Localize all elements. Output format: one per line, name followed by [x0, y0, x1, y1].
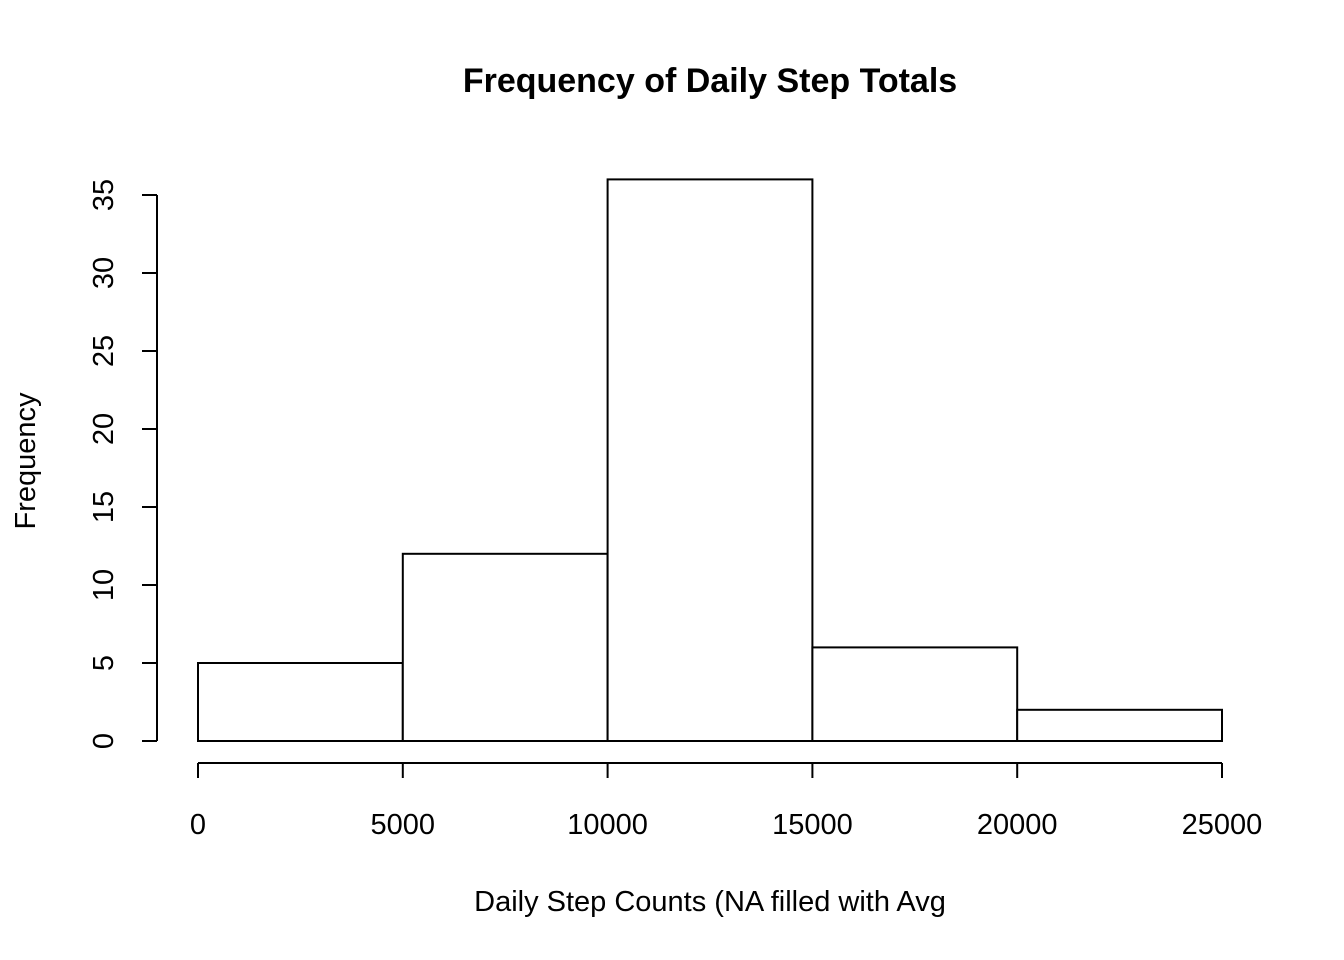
- x-tick-label: 25000: [1182, 809, 1263, 841]
- x-tick-label: 10000: [567, 809, 648, 841]
- chart-title: Frequency of Daily Step Totals: [463, 62, 957, 100]
- histogram-bar-4: [811, 646, 1019, 743]
- y-tick-label: 35: [88, 179, 120, 211]
- histogram-bars: [197, 178, 1224, 743]
- y-tick-label: 15: [88, 491, 120, 523]
- x-axis-label: Daily Step Counts (NA filled with Avg: [474, 886, 946, 918]
- x-tick-label: 5000: [371, 809, 436, 841]
- y-tick-label: 0: [88, 733, 120, 749]
- y-tick-label: 30: [88, 257, 120, 289]
- x-tick-label: 20000: [977, 809, 1058, 841]
- y-tick-label: 20: [88, 413, 120, 445]
- y-axis-label: Frequency: [10, 392, 42, 530]
- histogram-bar-3: [606, 178, 814, 742]
- y-tick-label: 10: [88, 569, 120, 601]
- x-tick-label: 0: [190, 809, 206, 841]
- y-tick-label: 5: [88, 655, 120, 671]
- x-axis: 0 5000 10000 15000 20000 25000: [190, 762, 1263, 841]
- histogram-bar-1: [197, 662, 404, 742]
- y-axis: 0 5 10 15 20 25 30 35: [88, 179, 158, 749]
- y-tick-label: 25: [88, 335, 120, 367]
- histogram-bar-5: [1016, 708, 1224, 742]
- histogram-bar-2: [401, 552, 609, 742]
- x-tick-label: 15000: [772, 809, 853, 841]
